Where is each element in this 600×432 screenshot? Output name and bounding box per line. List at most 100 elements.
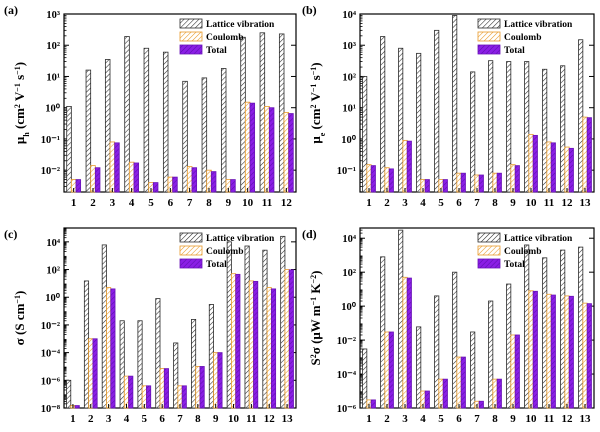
legend-label-lattice: Lattice vibration — [206, 234, 275, 244]
bar-total-13 — [288, 269, 294, 409]
legend-swatch-lattice — [179, 18, 203, 29]
y-axis-label-part: −1 — [13, 295, 22, 304]
bar-coulomb-9 — [510, 334, 516, 409]
bar-lattice-4 — [119, 320, 125, 409]
bar-coulomb-2 — [384, 331, 390, 409]
bar-coulomb-11 — [264, 106, 270, 193]
bar-lattice-12 — [560, 65, 566, 193]
bar-lattice-12 — [560, 249, 566, 409]
bar-coulomb-2 — [88, 338, 94, 409]
bar-total-4 — [424, 179, 430, 193]
y-axis-label-part: ) — [308, 62, 323, 66]
y-axis-label-part: S — [308, 358, 323, 365]
legend-swatch-coulomb — [477, 245, 501, 256]
bar-lattice-13 — [578, 39, 584, 193]
bar-lattice-10 — [226, 241, 232, 409]
y-tick-label: 10⁴ — [342, 10, 357, 21]
bar-lattice-2 — [83, 280, 90, 409]
panel-label: (b) — [302, 3, 317, 17]
bar-total-7 — [181, 385, 187, 409]
bar-total-10 — [235, 273, 241, 409]
x-tick-label: 2 — [90, 197, 96, 209]
y-tick-label: 10⁻¹ — [41, 135, 60, 146]
y-axis-label-part: V — [12, 91, 27, 104]
y-tick-label: 10² — [342, 72, 356, 83]
bar-lattice-11 — [259, 32, 266, 193]
y-axis-label-part: V — [308, 92, 323, 105]
bar-coulomb-10 — [230, 273, 237, 409]
bar-lattice-13 — [578, 246, 584, 409]
bar-lattice-8 — [488, 60, 494, 193]
bar-total-12 — [568, 295, 574, 409]
bar-coulomb-5 — [438, 378, 444, 409]
x-tick-label: 7 — [177, 413, 183, 425]
legend-swatch-lattice — [477, 18, 501, 29]
bar-total-2 — [388, 331, 394, 409]
bar-total-6 — [163, 368, 169, 409]
legend-label-total: Total — [504, 46, 525, 56]
legend-swatch-lattice — [477, 232, 501, 243]
bar-total-3 — [406, 140, 412, 193]
bar-lattice-9 — [506, 283, 512, 409]
x-tick-label: 11 — [544, 197, 554, 209]
bar-total-9 — [217, 352, 223, 409]
bar-lattice-7 — [470, 71, 476, 193]
y-axis-label-part: K — [308, 283, 323, 297]
x-tick-label: 3 — [106, 413, 112, 425]
y-axis-label-part: −1 — [309, 84, 318, 93]
bar-lattice-6 — [452, 15, 458, 193]
x-tick-label: 12 — [562, 197, 574, 209]
plot-frame — [359, 227, 595, 409]
bar-total-12 — [568, 147, 574, 193]
y-axis-label-part: ) — [308, 271, 323, 275]
bar-lattice-11 — [542, 68, 548, 193]
y-axis-label-part: (cm — [308, 108, 323, 132]
bar-coulomb-11 — [546, 293, 552, 409]
y-axis-label-part: (S cm — [12, 303, 27, 338]
bar-lattice-3 — [398, 47, 404, 193]
bar-total-7 — [191, 167, 198, 193]
bar-lattice-2 — [85, 69, 92, 193]
y-tick-label: 10⁰ — [45, 103, 61, 115]
panel-label: (d) — [302, 227, 317, 241]
bar-lattice-1 — [66, 106, 72, 193]
x-tick-label: 3 — [402, 197, 408, 209]
bar-lattice-1 — [362, 348, 368, 409]
bar-lattice-5 — [434, 295, 440, 409]
x-tick-label: 7 — [187, 197, 193, 209]
x-tick-label: 2 — [384, 197, 390, 209]
bar-coulomb-12 — [283, 112, 290, 193]
x-tick-label: 12 — [264, 413, 276, 425]
bar-coulomb-12 — [266, 287, 272, 409]
panel-label: (c) — [4, 227, 17, 241]
bar-coulomb-11 — [248, 280, 254, 409]
y-tick-label: 10⁰ — [341, 134, 357, 146]
y-tick-label: 10⁴ — [46, 238, 61, 249]
y-tick-label: 10³ — [342, 41, 356, 52]
y-axis-label: μe (cm2 V−1 s−1) — [308, 62, 327, 143]
bar-lattice-7 — [173, 342, 179, 409]
y-tick-label: 10⁻² — [337, 336, 356, 347]
y-tick-label: 10⁻⁶ — [337, 404, 356, 415]
bar-coulomb-1 — [366, 164, 372, 193]
x-tick-label: 7 — [474, 197, 480, 209]
bar-lattice-3 — [104, 59, 111, 193]
bar-lattice-5 — [137, 320, 143, 409]
bar-total-9 — [514, 334, 520, 409]
panel-2: (c) 10⁻⁸ 10⁻⁶ 10⁻⁴ 10⁻² 10⁰ 10² 10⁴ σ (S cm−1) 1 2… — [4, 227, 297, 425]
x-tick-label: 8 — [195, 413, 201, 425]
x-tick-label: 8 — [206, 197, 212, 209]
y-axis-label-part: σ (μW m — [308, 305, 323, 354]
x-tick-label: 1 — [366, 413, 372, 425]
y-tick-label: 10⁻¹ — [337, 166, 356, 177]
x-tick-label: 10 — [228, 413, 240, 425]
y-tick-label: 10¹ — [342, 104, 356, 115]
legend-label-lattice: Lattice vibration — [504, 234, 573, 244]
bar-coulomb-9 — [213, 352, 219, 409]
y-axis-label-part: 2 — [13, 104, 22, 108]
bar-total-5 — [146, 385, 152, 409]
bar-lattice-6 — [452, 271, 458, 409]
bar-total-2 — [388, 168, 394, 193]
bar-total-5 — [442, 378, 448, 409]
